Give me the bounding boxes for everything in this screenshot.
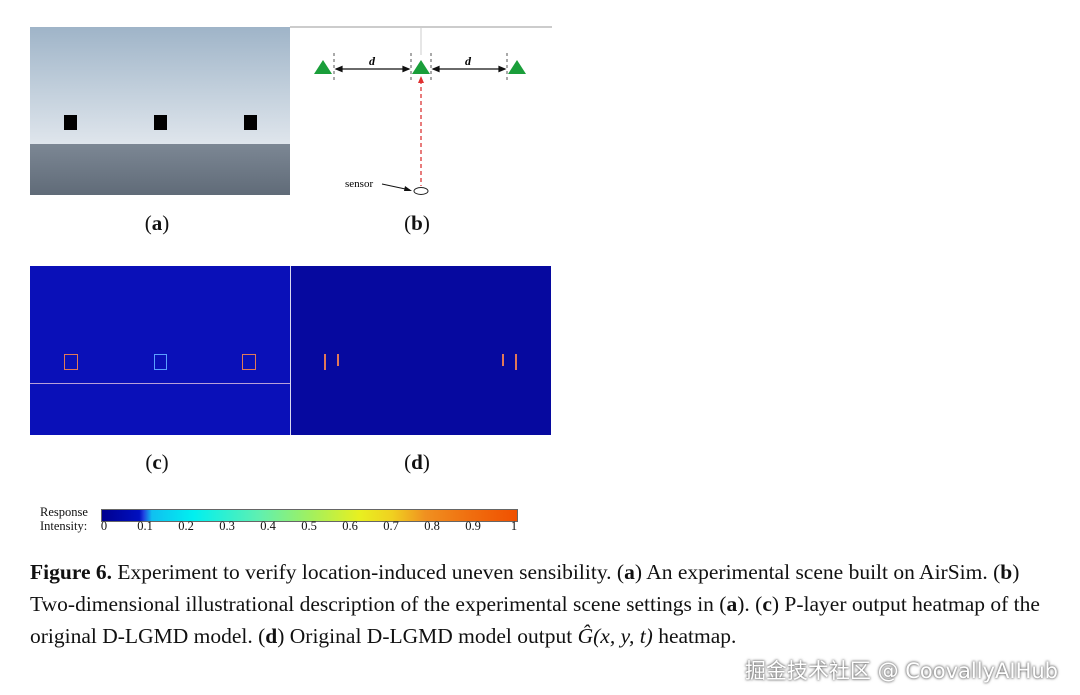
colorbar-tick-label: 0 [100,519,108,533]
figure-caption: Figure 6. Experiment to verify location-… [30,560,1040,648]
response-box-left [64,354,78,370]
colorbar-tick-label: 0.5 [301,519,317,533]
colorbar-tick-label: 1 [510,519,518,533]
triangle-marker-center [412,60,430,74]
panel-a-label: (a) [144,211,170,235]
target-block-left [64,115,77,130]
colorbar-tick-label: 0.3 [219,519,235,533]
panel-c-p-layer-heatmap [30,266,290,435]
distance-label-left: d [369,54,376,68]
panel-d-output-heatmap [291,266,551,435]
colorbar-title-1: Response [40,505,88,519]
colorbar-tick-label: 0.9 [465,519,481,533]
panel-a-airsim-scene [30,27,290,195]
panel-d-label: (d) [404,450,430,474]
distance-arrows [334,65,507,73]
sensor-label: sensor [345,178,373,190]
watermark: 掘金技术社区 @ CoovallyAIHub [744,659,1058,683]
colorbar-title-2: Intensity: [40,519,88,533]
panel-c-label: (c) [145,450,169,474]
panel-b-label: (b) [404,211,430,235]
response-box-right [242,354,256,370]
colorbar-tick-label: 0.1 [137,519,153,533]
colorbar-tick-label: 0.6 [342,519,358,533]
ground [30,144,290,195]
panel-b-diagram: d d sensor [290,26,552,195]
triangle-marker-left [314,60,332,74]
colorbar-tick-label: 0.7 [383,519,399,533]
colorbar-tick-label: 0.2 [178,519,194,533]
target-block-center [154,115,167,130]
sensor-icon [413,187,429,195]
response-box-center [154,354,167,370]
distance-label-right: d [465,54,472,68]
target-block-right [244,115,257,130]
colorbar-tick-label: 0.8 [424,519,440,533]
colorbar [101,509,518,522]
horizon-line [30,383,290,384]
triangle-marker-right [508,60,526,74]
colorbar-tick-label: 0.4 [260,519,276,533]
